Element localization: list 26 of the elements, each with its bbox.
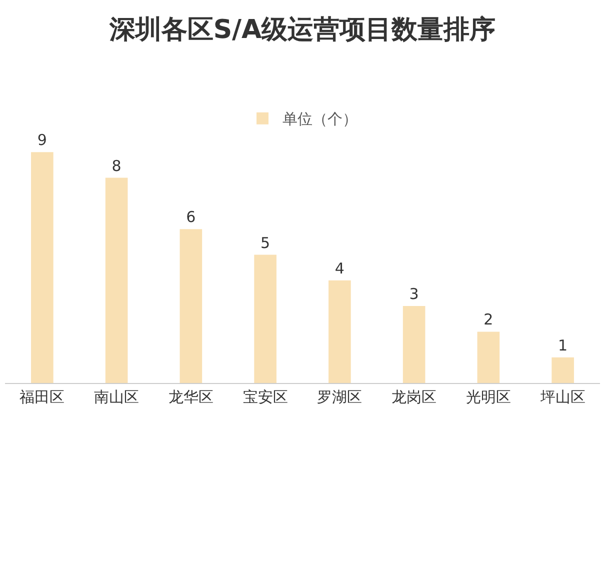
data-label: 1 [558,336,568,354]
x-tick-label: 龙岗区 [392,388,437,406]
x-tick-label: 坪山区 [539,388,586,406]
x-tick-label: 南山区 [94,388,140,406]
data-label: 3 [409,285,419,304]
bar [105,178,128,383]
x-tick-label: 宝安区 [242,388,288,406]
x-tick-label: 龙华区 [168,388,214,406]
x-tick-label: 光明区 [466,388,511,406]
data-label: 8 [112,156,122,175]
chart-title: 深圳各区S/A级运营项目数量排序 [108,15,496,46]
x-tick-label: 福田区 [20,388,65,406]
legend-label: 单位（个） [282,110,358,128]
bar [254,254,276,383]
bar [31,152,54,383]
data-label: 2 [484,310,494,329]
bar [402,306,426,383]
data-label: 4 [334,259,344,278]
data-label: 6 [186,208,196,226]
bar [477,332,500,383]
x-tick-label: 罗湖区 [317,388,362,406]
data-label: 5 [260,234,270,252]
bar [180,229,202,383]
data-label: 9 [37,131,47,150]
bar [552,357,574,383]
bar [328,280,351,383]
